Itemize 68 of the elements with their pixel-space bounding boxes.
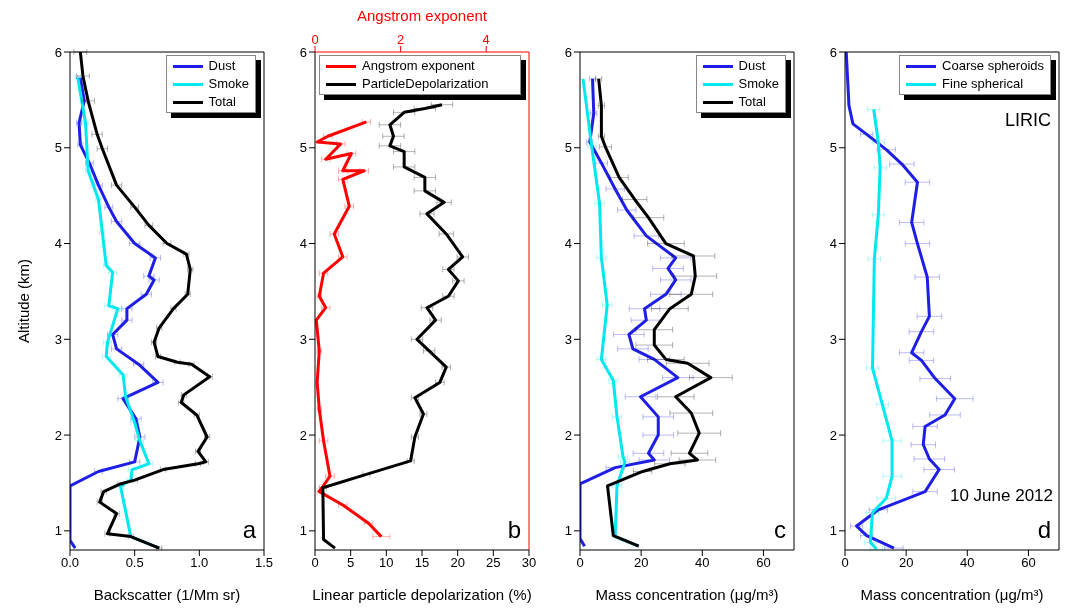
y-tick-label: 4 <box>54 236 62 252</box>
y-tick-label: 1 <box>564 523 572 539</box>
legend-label: Total <box>208 93 236 111</box>
x-tick-label: 20 <box>633 555 649 571</box>
y-tick-label: 6 <box>54 44 62 60</box>
x-axis-title: Linear particle depolarization (%) <box>312 586 532 603</box>
x-axis-title: Mass concentration (μg/m³) <box>595 586 779 603</box>
x-axis-title: Backscatter (1/Mm sr) <box>93 586 241 603</box>
annotation: LIRIC <box>1004 110 1051 131</box>
x-tick-label: 0.0 <box>60 555 80 571</box>
legend-label: Coarse spheroids <box>942 57 1044 75</box>
y-tick-label: 2 <box>564 427 572 443</box>
x-axis-title: Mass concentration (μg/m³) <box>860 586 1044 603</box>
legend-label: Fine spherical <box>942 75 1024 93</box>
y-tick-label: 6 <box>299 44 307 60</box>
x-tick-label: 40 <box>695 555 710 571</box>
x-tick-label: 0 <box>841 555 849 571</box>
legend-label: Dust <box>738 57 766 75</box>
legend-label: Smoke <box>738 75 779 93</box>
x-tick-label: 1.0 <box>190 555 209 571</box>
y-tick-label: 5 <box>299 140 307 156</box>
x-tick-label: 30 <box>521 555 537 571</box>
y-tick-label: 2 <box>54 427 62 443</box>
legend-label: Smoke <box>208 75 249 93</box>
annotation: a <box>242 516 256 544</box>
y-tick-label: 2 <box>299 427 307 443</box>
x-tick-label: 60 <box>756 555 771 571</box>
x-tick-label: 5 <box>347 555 355 571</box>
legend-label: ParticleDepolarization <box>362 75 489 93</box>
annotation: b <box>507 516 521 544</box>
x2-tick-label: 2 <box>396 32 405 47</box>
legend-label: Dust <box>208 57 236 75</box>
x-tick-label: 0 <box>311 555 319 571</box>
y-tick-label: 1 <box>299 523 307 539</box>
x2-tick-label: 0 <box>311 32 319 47</box>
x-tick-label: 20 <box>450 555 465 571</box>
x2-axis-title: Angstrom exponent <box>356 6 488 24</box>
y-tick-label: 4 <box>564 236 572 252</box>
x-tick-label: 15 <box>414 555 430 571</box>
annotation: d <box>1037 516 1051 544</box>
x-tick-label: 25 <box>486 555 501 571</box>
annotation: c <box>774 516 786 544</box>
y-tick-label: 3 <box>564 331 572 347</box>
x2-tick-label: 4 <box>482 32 490 47</box>
x-tick-label: 0 <box>576 555 584 571</box>
y-axis-title: Altitude (km) <box>15 258 33 344</box>
y-tick-label: 5 <box>564 140 572 156</box>
y-tick-label: 4 <box>829 236 837 252</box>
x-tick-label: 0.5 <box>125 555 144 571</box>
y-tick-label: 5 <box>829 140 837 156</box>
y-tick-label: 1 <box>829 523 837 539</box>
y-tick-label: 3 <box>54 331 62 347</box>
y-tick-label: 3 <box>829 331 837 347</box>
y-tick-label: 3 <box>299 331 307 347</box>
y-tick-label: 1 <box>54 523 62 539</box>
annotation: 10 June 2012 <box>949 486 1053 506</box>
legend-label: Total <box>738 93 766 111</box>
x-tick-label: 20 <box>898 555 914 571</box>
y-tick-label: 4 <box>299 236 307 252</box>
y-tick-label: 6 <box>829 44 837 60</box>
legend-label: Angstrom exponent <box>362 57 475 75</box>
x-tick-label: 1.5 <box>254 555 274 571</box>
x-tick-label: 10 <box>379 555 394 571</box>
y-tick-label: 2 <box>829 427 837 443</box>
y-tick-label: 5 <box>54 140 62 156</box>
x-tick-label: 40 <box>960 555 975 571</box>
x-tick-label: 60 <box>1021 555 1036 571</box>
y-tick-label: 6 <box>564 44 572 60</box>
